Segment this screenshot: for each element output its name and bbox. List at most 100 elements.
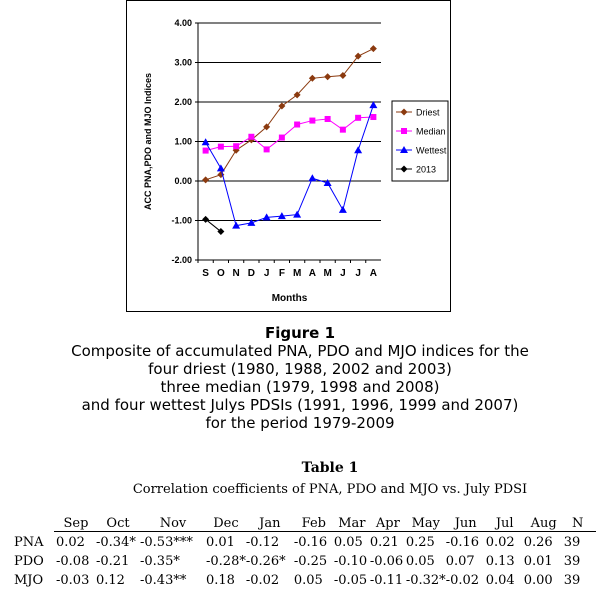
line-chart: 4.003.002.001.000.00-1.00-2.00S O N D J F M A M J… [143, 18, 449, 304]
header-cell: Apr [375, 516, 400, 531]
x-tick-label: J [340, 268, 346, 279]
header-cell: Dec [213, 516, 239, 531]
row-label: PDO [14, 554, 44, 569]
table-cell: 0.05 [405, 554, 435, 569]
header-cell: N [572, 516, 584, 531]
data-point-driest [278, 102, 286, 110]
x-tick-label: O [217, 268, 225, 279]
data-point-wettest [277, 212, 286, 220]
y-tick-label: 3.00 [174, 58, 192, 68]
data-point-driest [293, 91, 301, 99]
caption-line: and four wettest Julys PDSIs (1991, 1996… [81, 396, 519, 414]
table-cell: -0.43** [140, 573, 187, 588]
table-row: PNA 0.02 -0.34* -0.53*** 0.01 -0.12 -0.1… [14, 533, 592, 552]
data-point-driest [202, 176, 210, 184]
table-caption: Correlation coefficients of PNA, PDO and… [132, 482, 528, 497]
y-tick-label: 4.00 [174, 18, 192, 28]
data-point-2013 [217, 228, 225, 236]
data-point-median [278, 134, 285, 141]
row-label: MJO [14, 573, 44, 588]
data-point-driest [339, 72, 347, 80]
header-cell: Aug [530, 516, 557, 531]
table-cell: -0.32* [405, 573, 446, 588]
x-tick-label: D [248, 268, 255, 279]
table-cell: -0.21 [96, 554, 130, 569]
data-point-driest [263, 123, 271, 131]
series-line-2013 [205, 218, 222, 232]
table-cell: -0.28* [206, 554, 246, 569]
table-cell: -0.26* [245, 554, 286, 569]
header-cell: Nov [159, 516, 187, 531]
series-line-driest [205, 48, 374, 181]
table-cell: 0.02 [485, 535, 515, 550]
data-point-2013 [202, 215, 210, 223]
table-row: PDO -0.08 -0.21 -0.35* -0.28* -0.26* -0.… [14, 552, 592, 571]
x-tick-label: F [279, 268, 285, 279]
data-point-median [339, 126, 346, 133]
header-cell: Jun [454, 516, 477, 531]
table-cell: -0.34* [96, 535, 136, 550]
table-cell: -0.12 [245, 535, 280, 550]
header-cell: Feb [301, 516, 326, 531]
legend-label: Wettest [416, 146, 447, 156]
table-cell: 0.12 [96, 573, 125, 588]
data-point-median [324, 115, 331, 122]
figure-title: Figure 1 [264, 324, 336, 342]
header-cell: May [411, 516, 440, 531]
data-point-wettest [354, 146, 363, 154]
legend-label: 2013 [416, 165, 436, 175]
y-tick-label: 0.00 [174, 176, 192, 186]
caption-line: Composite of accumulated PNA, PDO and MJ… [71, 342, 529, 360]
legend-marker [400, 165, 408, 173]
table-cell: -0.25 [293, 554, 328, 569]
legend-marker [401, 128, 407, 134]
table-row: MJO -0.03 0.12 -0.43** 0.18 -0.02 0.05 -… [14, 571, 592, 590]
table-cell: 0.18 [206, 573, 235, 588]
caption-line: three median (1979, 1998 and 2008) [160, 378, 440, 396]
table-cell: 0.00 [523, 573, 553, 588]
figure-caption: Figure 1 Composite of accumulated PNA, P… [0, 324, 600, 432]
header-cell: Jan [259, 516, 281, 531]
table-cell: -0.35* [140, 554, 180, 569]
table-cell: 0.21 [369, 535, 399, 550]
x-tick-label: A [309, 268, 316, 279]
table-cell: 0.25 [405, 535, 435, 550]
table-cell: 39 [563, 535, 581, 550]
table-cell: -0.53*** [140, 535, 193, 550]
table-cell: -0.03 [56, 573, 90, 588]
header-cell: Oct [106, 516, 130, 531]
table-cell: 0.05 [333, 535, 363, 550]
table-title: Table 1 [301, 460, 359, 476]
data-point-median [355, 114, 362, 121]
header-cell: Sep [63, 516, 89, 531]
table-cell: 0.01 [206, 535, 235, 550]
header-cell: Jul [495, 516, 514, 531]
data-point-wettest [232, 221, 241, 229]
table-cell: -0.10 [333, 554, 368, 569]
x-axis-title: Months [272, 293, 308, 304]
data-point-wettest [247, 218, 256, 226]
data-point-wettest [201, 138, 210, 146]
header-cell: Mar [338, 516, 366, 531]
data-point-median [309, 117, 316, 124]
table-cell: 0.07 [445, 554, 475, 569]
x-tick-label: S [202, 268, 209, 279]
table-header-row: Sep Oct Nov Dec Jan Feb Mar Apr May Jun … [14, 514, 592, 533]
table-cell: -0.16 [445, 535, 480, 550]
table-cell: 0.04 [485, 573, 515, 588]
data-point-median [202, 147, 209, 154]
x-tick-label: M [323, 268, 331, 279]
data-point-median [294, 121, 301, 128]
table-cell: -0.11 [369, 573, 404, 588]
table-cell: -0.02 [445, 573, 480, 588]
table-cell: -0.05 [333, 573, 368, 588]
y-tick-label: -2.00 [171, 255, 192, 265]
table-cell: 39 [563, 554, 581, 569]
series-line-median [205, 116, 374, 152]
table-cell: 0.05 [293, 573, 323, 588]
data-point-wettest [293, 210, 302, 218]
table-cell: 39 [563, 573, 581, 588]
y-axis-title: ACC PNA,PDO and MJO Indices [143, 73, 153, 210]
data-point-driest [324, 73, 332, 81]
x-tick-label: A [370, 268, 377, 279]
